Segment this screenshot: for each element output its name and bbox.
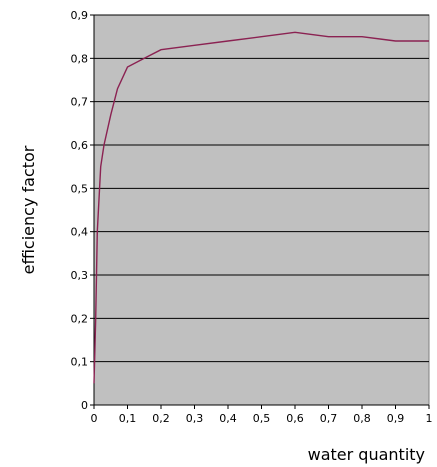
x-tick-label: 0,8 <box>353 412 371 425</box>
x-tick-label: 0 <box>91 412 98 425</box>
plot-area <box>93 14 430 406</box>
x-tick-label: 0,2 <box>152 412 170 425</box>
y-tick-label: 0,9 <box>71 9 89 22</box>
y-tick-label: 0 <box>81 399 88 412</box>
y-tick-label: 0,2 <box>71 312 89 325</box>
y-tick-label: 0,4 <box>71 226 89 239</box>
y-tick-label: 0,5 <box>71 182 89 195</box>
x-tick-label: 0,3 <box>186 412 204 425</box>
x-tick-label: 0,5 <box>253 412 271 425</box>
y-axis-label: efficiency factor <box>19 145 38 274</box>
x-tick-label: 0,9 <box>387 412 405 425</box>
x-tick-label: 0,6 <box>286 412 304 425</box>
y-tick-label: 0,3 <box>71 269 89 282</box>
y-tick-label: 0,8 <box>71 52 89 65</box>
x-tick-label: 0,4 <box>219 412 237 425</box>
x-ticks: 0 0,1 0,2 0,3 0,4 0,5 0,6 0,7 0,8 0,9 1 <box>91 405 433 425</box>
y-tick-label: 0,7 <box>71 96 89 109</box>
x-tick-label: 0,7 <box>320 412 338 425</box>
y-tick-label: 0,1 <box>71 356 89 369</box>
x-tick-label: 1 <box>426 412 433 425</box>
y-tick-label: 0,6 <box>71 139 89 152</box>
x-axis-label: water quantity <box>308 445 425 464</box>
series-line <box>93 31 429 384</box>
grid-lines <box>94 14 429 363</box>
y-ticks: 0 0,1 0,2 0,3 0,4 0,5 0,6 0,7 0,8 0,9 <box>71 9 94 412</box>
x-tick-label: 0,1 <box>119 412 137 425</box>
